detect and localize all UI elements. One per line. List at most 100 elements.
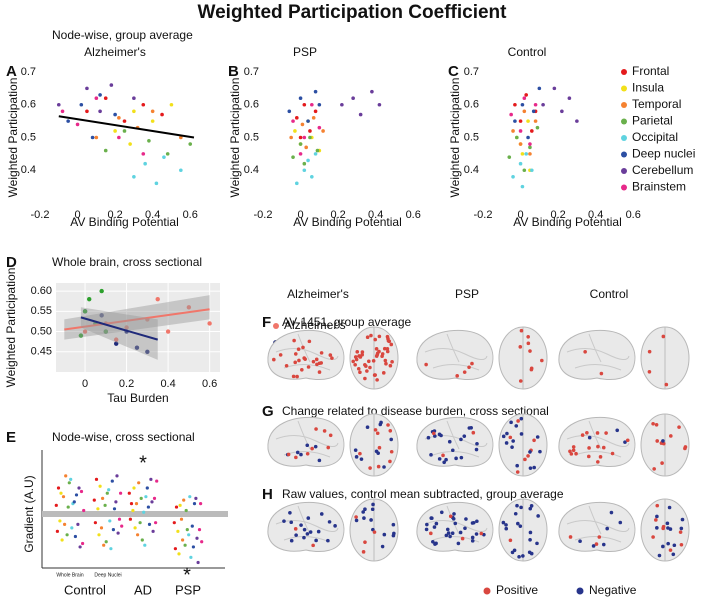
y-axis-label: Weighted Participation — [6, 78, 20, 198]
brain-dot — [470, 535, 475, 540]
brain-dot — [327, 520, 332, 524]
brain-dot — [654, 518, 658, 522]
y-tick-label: 0.60 — [31, 285, 52, 297]
brain-dot — [369, 333, 373, 338]
y-tick-label: 0.7 — [21, 66, 36, 78]
legend-label: Cerebellum — [632, 163, 693, 177]
y-tick-label: 0.7 — [464, 66, 479, 78]
brain-dot — [448, 534, 452, 539]
brain-dot — [657, 553, 662, 558]
x-tick-label: 0.2 — [119, 378, 134, 390]
brain-dot — [389, 342, 394, 347]
data-point — [128, 142, 132, 146]
brain-dot — [660, 461, 664, 465]
brain-dot — [378, 422, 383, 427]
brain-dot — [464, 517, 468, 521]
data-point — [509, 112, 513, 117]
data-point — [78, 333, 84, 338]
data-point — [169, 102, 174, 107]
brain-dot — [452, 512, 456, 516]
group-label: AD — [134, 582, 152, 597]
brain-dot — [596, 444, 600, 449]
brain-dot — [424, 362, 428, 367]
data-point — [114, 337, 119, 342]
brain-dot — [365, 335, 370, 339]
brain-dot — [360, 350, 365, 354]
data-point — [165, 152, 170, 156]
data-point — [102, 543, 106, 547]
data-point — [134, 502, 139, 506]
brain-dot — [536, 514, 540, 518]
brain-dot — [571, 445, 576, 449]
x-tick-label: 0.2 — [107, 209, 122, 221]
data-point — [295, 181, 299, 186]
brain-dot — [306, 365, 311, 369]
brain-dot — [647, 369, 652, 374]
panel-letter: C — [448, 63, 459, 80]
brain-dot — [295, 450, 300, 455]
brain-dot — [647, 349, 652, 354]
data-point — [92, 498, 96, 502]
brain-dot — [354, 515, 358, 519]
data-point — [531, 109, 536, 114]
brain-dot — [439, 510, 444, 515]
data-point — [310, 102, 314, 107]
data-point — [150, 119, 155, 123]
brain-dot — [597, 535, 602, 539]
y-tick-label: 0.4 — [244, 164, 259, 176]
data-point — [132, 175, 136, 179]
data-point — [293, 129, 297, 133]
data-point — [298, 96, 303, 100]
data-point — [522, 109, 527, 114]
data-point — [78, 545, 82, 549]
brain-dot — [661, 526, 665, 531]
brain-dot — [458, 530, 463, 535]
brain-dot — [460, 536, 465, 541]
brain-dot — [372, 530, 377, 534]
data-point — [114, 341, 119, 346]
brain-dot — [390, 360, 394, 364]
chart-title: PSP — [293, 45, 317, 59]
brain-dot — [330, 356, 334, 360]
data-point — [74, 493, 79, 497]
data-point — [179, 517, 184, 521]
chart-title: Node-wise, cross sectional — [52, 430, 195, 444]
brain-dot — [301, 345, 305, 350]
data-point — [287, 109, 292, 114]
confidence-band — [80, 307, 158, 360]
data-point — [107, 488, 111, 492]
data-point — [191, 545, 195, 549]
brain-dot — [652, 467, 656, 471]
brain-dot — [605, 526, 610, 531]
brain-dot — [474, 532, 479, 536]
data-point — [313, 152, 318, 156]
brain-dot — [462, 434, 467, 438]
data-point — [310, 175, 314, 179]
brain-gyri — [566, 505, 630, 543]
chart-title: Control — [508, 45, 547, 59]
data-point — [533, 102, 538, 107]
legend-label: Positive — [496, 583, 538, 597]
brain-dot — [382, 465, 386, 469]
brain-dot — [442, 460, 446, 465]
brain-dot — [366, 359, 371, 364]
brain-dot — [293, 352, 298, 356]
brain-dot — [504, 526, 509, 531]
brain-gyri — [424, 505, 488, 543]
x-tick-label: 0 — [74, 209, 80, 221]
data-point — [151, 529, 155, 533]
brain-dot — [391, 522, 396, 527]
data-point — [172, 521, 176, 525]
panel-letter: H — [262, 486, 273, 503]
annotation: * — [139, 452, 147, 474]
y-tick-label: 0.6 — [21, 99, 36, 111]
brain-pair — [416, 498, 548, 562]
brain-dot — [526, 334, 530, 339]
brain-dot — [672, 543, 677, 548]
brain-dot — [358, 370, 362, 375]
x-axis-label: AV Binding Potential — [293, 215, 402, 229]
data-point — [177, 552, 181, 556]
brain-dot — [333, 524, 337, 528]
legend-marker — [621, 102, 627, 108]
brain-dot — [328, 353, 333, 357]
